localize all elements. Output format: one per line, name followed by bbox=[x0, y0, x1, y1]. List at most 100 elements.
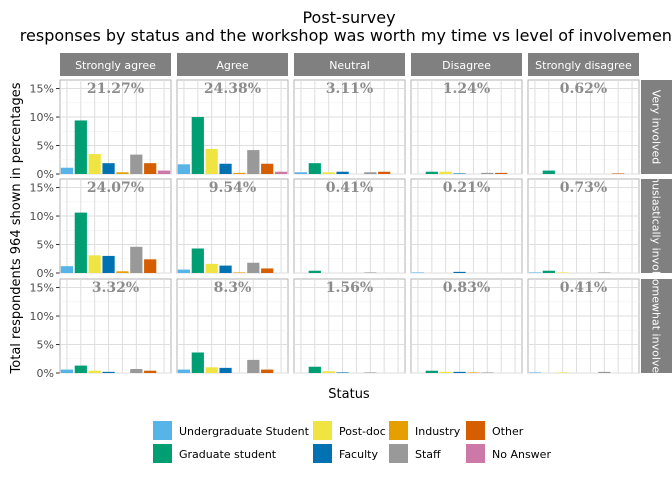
bar-graduate-student bbox=[191, 117, 204, 174]
bar-graduate-student bbox=[191, 248, 204, 273]
bar-industry bbox=[467, 372, 480, 373]
y-tick-label: 5% bbox=[37, 140, 54, 153]
bar-undergraduate-student bbox=[60, 266, 74, 273]
panel-somewhat-involved-neutral: 1.56% bbox=[293, 278, 406, 374]
legend-label: Industry bbox=[415, 425, 461, 438]
bar-post-doc bbox=[556, 372, 569, 373]
strip-label: Strongly agree bbox=[75, 59, 156, 72]
x-axis-title: Status bbox=[328, 387, 370, 402]
strip-enthusiastically-involved: Enthusiastically involved bbox=[641, 158, 672, 294]
legend-item-other: Other bbox=[466, 421, 524, 440]
bar-graduate-student bbox=[542, 170, 555, 174]
legend-label: Staff bbox=[415, 448, 441, 461]
bar-graduate-student bbox=[74, 212, 87, 273]
legend-label: Undergraduate Student bbox=[179, 425, 310, 438]
bar-industry bbox=[233, 272, 246, 273]
panel-percentage-label: 1.24% bbox=[443, 81, 490, 97]
bar-post-doc bbox=[322, 371, 335, 373]
panel-background bbox=[410, 178, 523, 274]
panel-background bbox=[410, 278, 523, 374]
bar-staff bbox=[598, 371, 611, 373]
bar-undergraduate-student bbox=[177, 164, 191, 174]
legend-swatch bbox=[389, 421, 408, 440]
panel-enthusiastically-involved-strongly-disagree: 0.73% bbox=[527, 178, 640, 274]
bar-faculty bbox=[219, 265, 232, 273]
y-axis-title: Total respondents 964 shown in percentag… bbox=[9, 82, 24, 374]
panel-somewhat-involved-strongly-agree: 3.32% bbox=[59, 278, 172, 374]
y-tick-label: 15% bbox=[30, 83, 54, 96]
strip-very-involved: Very involved bbox=[641, 80, 672, 174]
legend-swatch bbox=[389, 444, 408, 463]
panel-enthusiastically-involved-disagree: 0.21% bbox=[410, 178, 523, 274]
strip-agree: Agree bbox=[177, 53, 288, 76]
panel-very-involved-agree: 24.38% bbox=[176, 79, 289, 175]
strip-label: Somewhat involved bbox=[650, 272, 663, 380]
panel-percentage-label: 21.27% bbox=[87, 81, 144, 97]
legend-item-faculty: Faculty bbox=[313, 444, 378, 463]
bar-other bbox=[261, 369, 274, 373]
legend-label: Other bbox=[492, 425, 524, 438]
strip-disagree: Disagree bbox=[411, 53, 522, 76]
bar-post-doc bbox=[205, 263, 218, 273]
panel-somewhat-involved-disagree: 0.83% bbox=[410, 278, 523, 374]
bar-post-doc bbox=[205, 367, 218, 373]
legend-swatch bbox=[153, 444, 172, 463]
y-tick-label: 10% bbox=[30, 210, 54, 223]
bar-faculty bbox=[219, 163, 232, 174]
bar-undergraduate-student bbox=[177, 269, 191, 273]
legend-item-graduate-student: Graduate student bbox=[153, 444, 277, 463]
panel-very-involved-strongly-agree: 21.27% bbox=[59, 79, 172, 175]
bar-graduate-student bbox=[308, 270, 321, 273]
bar-graduate-student bbox=[308, 366, 321, 373]
panel-percentage-label: 3.11% bbox=[326, 81, 373, 97]
legend-item-post-doc: Post-doc bbox=[313, 421, 386, 440]
bar-other bbox=[144, 259, 157, 273]
panel-percentage-label: 0.21% bbox=[443, 180, 490, 196]
bar-graduate-student bbox=[308, 163, 321, 174]
bar-other bbox=[378, 171, 391, 174]
bar-staff bbox=[130, 369, 143, 373]
chart-title: Post-survey bbox=[302, 8, 395, 27]
strip-strongly-agree: Strongly agree bbox=[60, 53, 171, 76]
y-tick-label: 5% bbox=[37, 339, 54, 352]
bar-post-doc bbox=[322, 172, 335, 174]
panel-enthusiastically-involved-neutral: 0.41% bbox=[293, 178, 406, 274]
legend-swatch bbox=[313, 421, 332, 440]
panel-percentage-label: 8.3% bbox=[214, 280, 252, 296]
bar-staff bbox=[364, 372, 377, 373]
bar-faculty bbox=[102, 255, 115, 273]
strip-label: Enthusiastically involved bbox=[650, 158, 663, 294]
legend-item-undergraduate-student: Undergraduate Student bbox=[153, 421, 310, 440]
legend-item-industry: Industry bbox=[389, 421, 461, 440]
y-tick-label: 0% bbox=[37, 367, 54, 380]
panel-percentage-label: 24.07% bbox=[87, 180, 144, 196]
bar-graduate-student bbox=[542, 270, 555, 273]
bar-industry bbox=[116, 271, 129, 273]
panel-percentage-label: 0.62% bbox=[560, 81, 607, 97]
bar-undergraduate-student bbox=[177, 369, 191, 373]
bar-other bbox=[612, 173, 625, 174]
legend-item-no-answer: No Answer bbox=[466, 444, 551, 463]
bar-no-answer bbox=[274, 171, 288, 174]
y-tick-label: 10% bbox=[30, 111, 54, 124]
legend-label: Graduate student bbox=[179, 448, 277, 461]
y-tick-label: 0% bbox=[37, 168, 54, 181]
bar-staff bbox=[364, 172, 377, 174]
panel-percentage-label: 24.38% bbox=[204, 81, 261, 97]
bar-faculty bbox=[453, 371, 466, 373]
bar-faculty bbox=[453, 271, 466, 273]
bar-staff bbox=[247, 262, 260, 273]
y-tick-label: 15% bbox=[30, 182, 54, 195]
panel-background bbox=[59, 278, 172, 374]
legend-swatch bbox=[466, 421, 485, 440]
bar-staff bbox=[598, 272, 611, 273]
bar-undergraduate-student bbox=[60, 167, 74, 174]
panel-very-involved-neutral: 3.11% bbox=[293, 79, 406, 175]
bar-graduate-student bbox=[74, 365, 87, 373]
panel-enthusiastically-involved-strongly-agree: 24.07% bbox=[59, 178, 172, 274]
panel-very-involved-strongly-disagree: 0.62% bbox=[527, 79, 640, 175]
panel-background bbox=[293, 79, 406, 175]
panel-somewhat-involved-strongly-disagree: 0.41% bbox=[527, 278, 640, 374]
panel-background bbox=[293, 278, 406, 374]
strip-label: Very involved bbox=[650, 90, 663, 165]
